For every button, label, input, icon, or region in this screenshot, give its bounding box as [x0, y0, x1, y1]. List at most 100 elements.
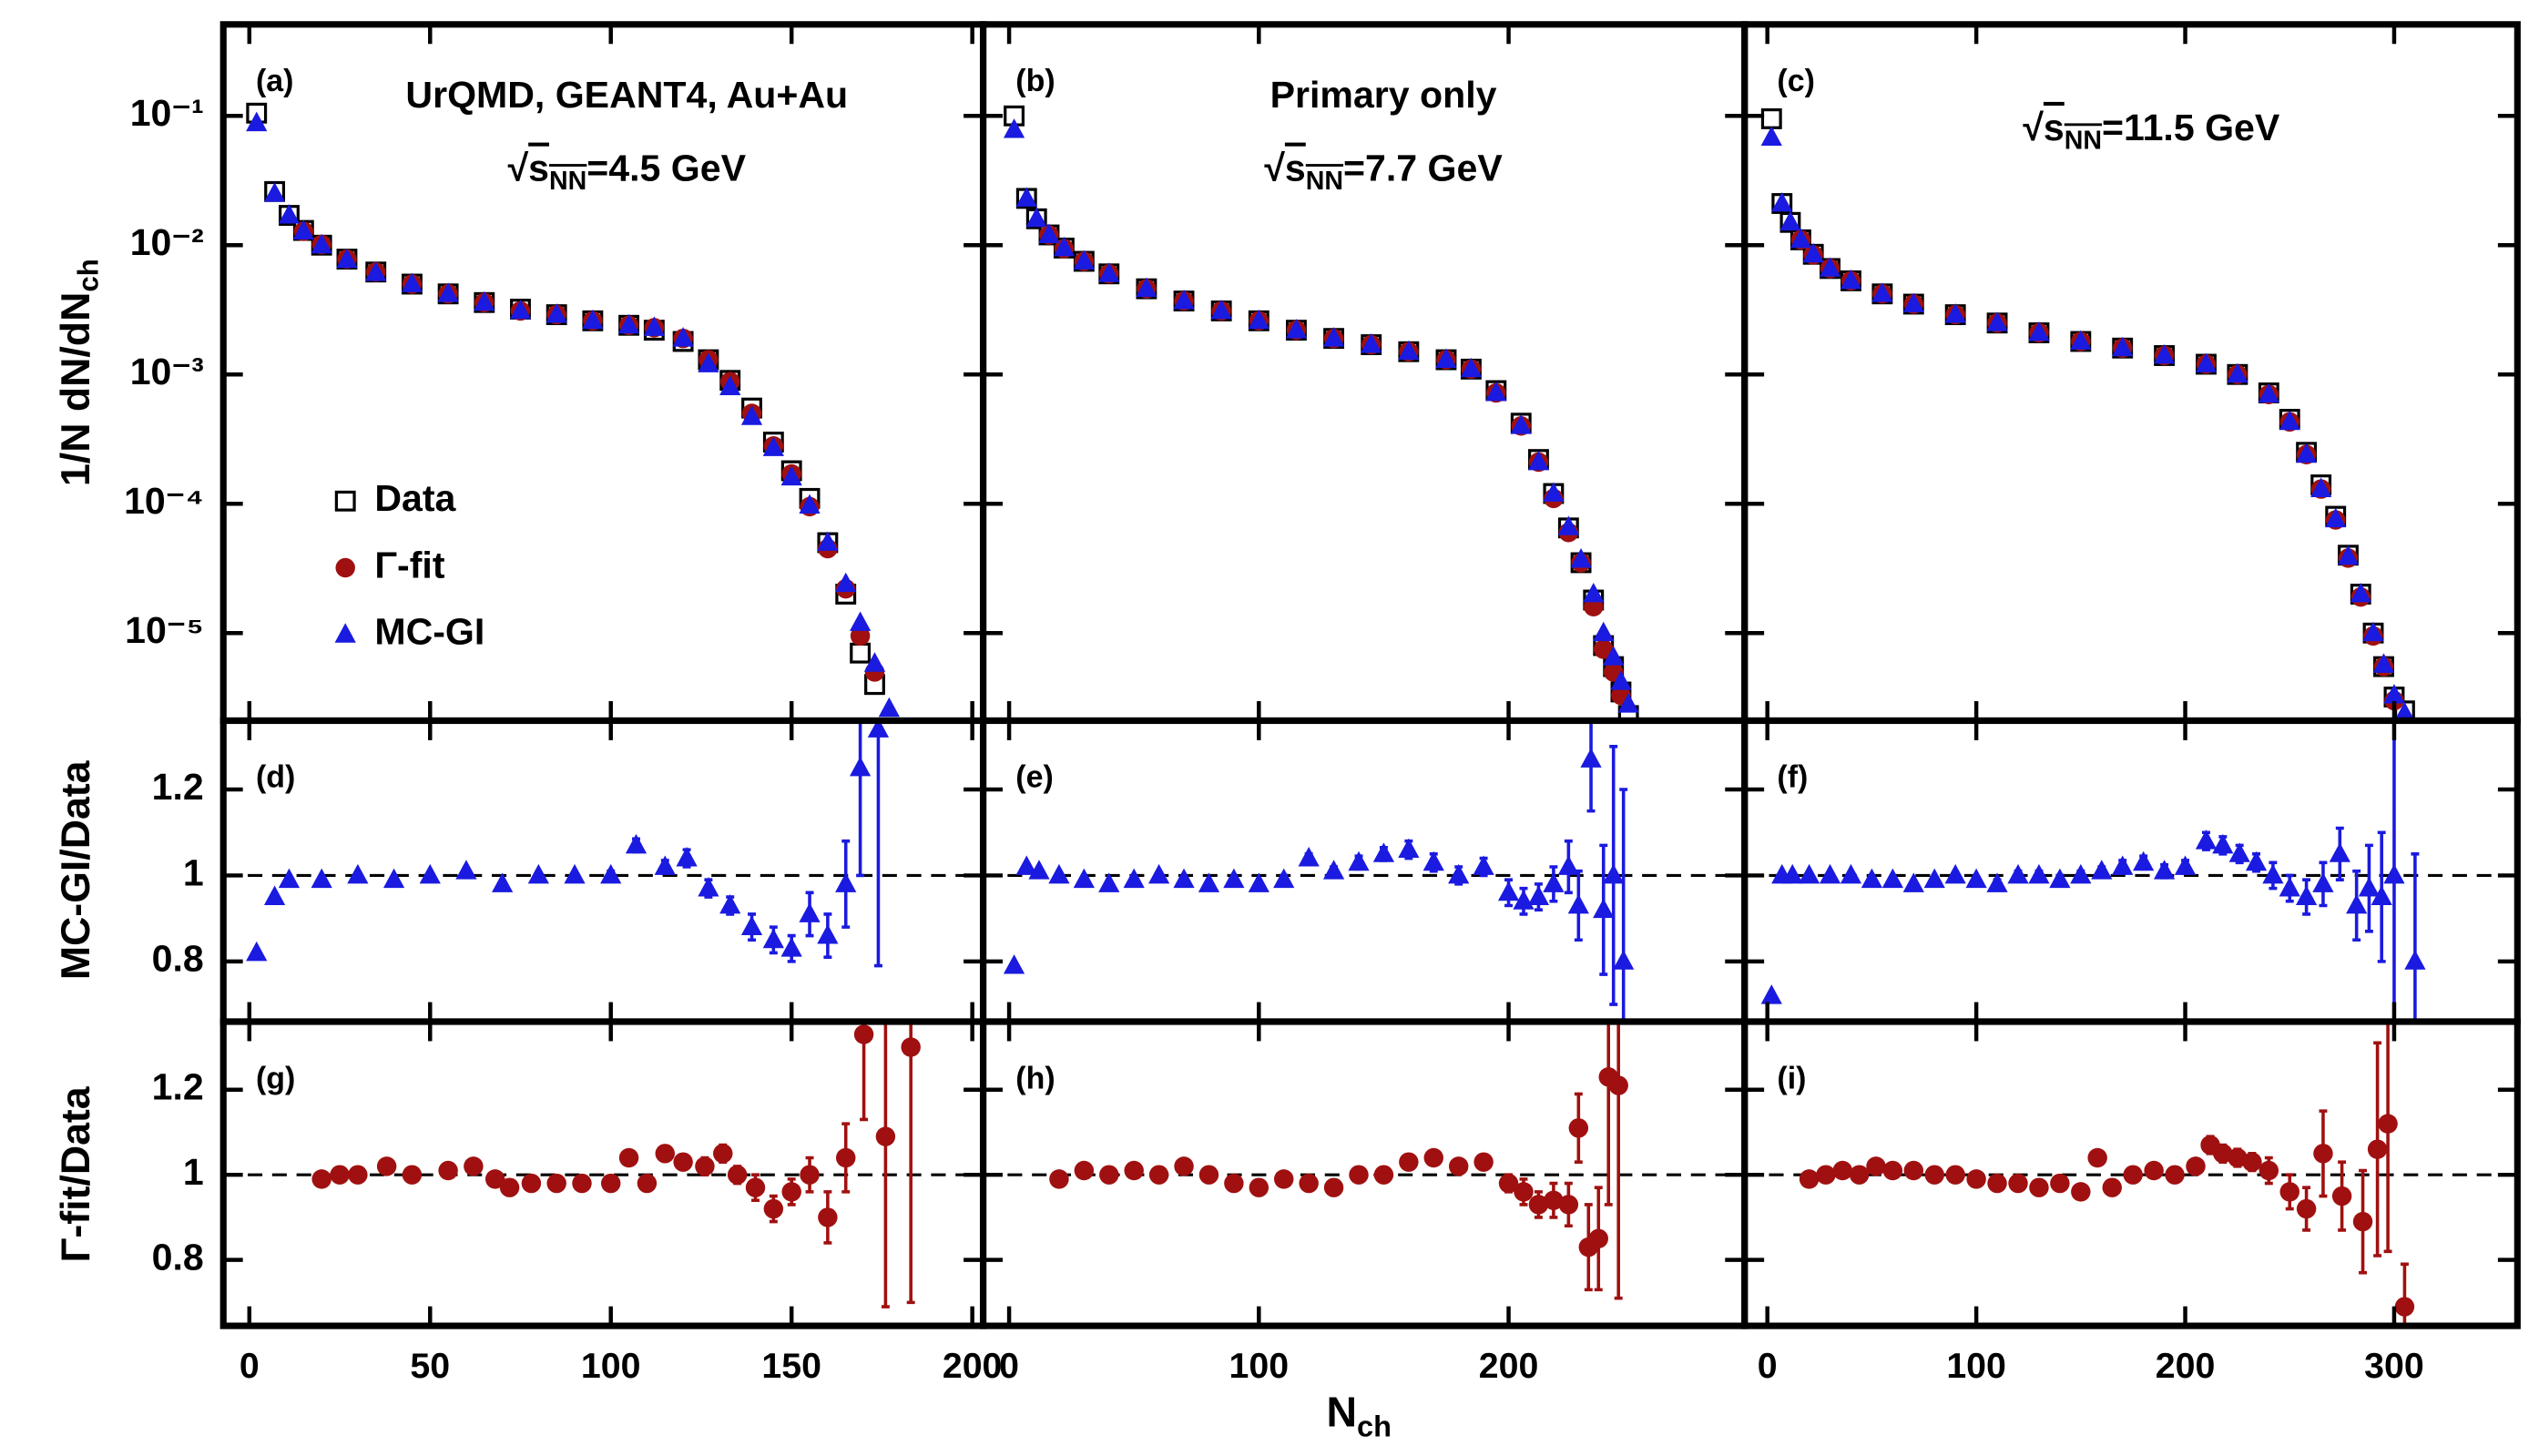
data-point [263, 885, 286, 905]
data-point [1372, 842, 1395, 862]
data-point [1224, 1173, 1244, 1194]
data-point [2213, 1144, 2233, 1164]
data-point [1543, 482, 1565, 502]
data-point [1249, 1177, 1270, 1197]
data-point [643, 316, 665, 336]
data-point [1543, 872, 1565, 892]
data-point [1840, 863, 1862, 884]
data-point [347, 863, 369, 884]
data-point [1819, 863, 1841, 884]
panel [983, 720, 1745, 1022]
data-point [278, 204, 301, 224]
data-point [509, 299, 532, 320]
data-point [437, 282, 459, 302]
data-point [1473, 1152, 1494, 1172]
data-point [1015, 187, 1037, 207]
x-tick-label: 200 [2156, 1346, 2216, 1386]
data-point [2295, 885, 2318, 905]
data-point [1608, 1075, 1628, 1095]
data-point [311, 233, 332, 254]
data-point [246, 111, 268, 132]
data-point [1610, 670, 1632, 690]
data-point [1098, 262, 1120, 282]
root-sign: √ [508, 147, 529, 188]
data-point [1497, 881, 1520, 901]
data-point [263, 182, 286, 202]
data-point [2153, 860, 2176, 880]
x-tick-label: 50 [410, 1346, 450, 1386]
data-point [1871, 282, 1893, 302]
data-point [2071, 1182, 2091, 1202]
x-tick-label: 200 [943, 1346, 1003, 1386]
data-point [521, 1173, 542, 1194]
data-point [572, 1173, 592, 1194]
data-point [780, 465, 802, 486]
data-point [818, 1207, 838, 1227]
data-point [1902, 292, 1924, 312]
data-point [836, 1147, 856, 1168]
data-point [1583, 582, 1605, 603]
label-sub: ch [1357, 1410, 1392, 1442]
data-point [365, 261, 387, 281]
data-point [740, 405, 763, 425]
annotation: UrQMD, GEANT4, Au+Au [405, 74, 848, 116]
energy-rest: =7.7 GeV [1343, 147, 1503, 188]
label-text: Γ-fit/Data [54, 1085, 98, 1262]
data-point [330, 1165, 350, 1185]
data-point [419, 863, 441, 884]
data-point [1588, 1228, 1608, 1249]
data-point [1398, 838, 1420, 859]
data-point [1148, 863, 1170, 884]
data-point [2228, 1147, 2248, 1168]
data-point [1924, 1165, 1944, 1185]
data-point [1361, 333, 1382, 353]
data-point [745, 1177, 766, 1197]
data-point [246, 941, 268, 962]
data-point [2372, 653, 2395, 673]
data-point [2394, 701, 2415, 721]
data-point [348, 1165, 368, 1185]
data-point [1448, 1156, 1469, 1176]
data-point [2331, 1186, 2352, 1207]
axis-label: MC-GI/Data [54, 759, 98, 980]
data-point [780, 937, 802, 957]
data-point [1790, 228, 1812, 249]
data-point [499, 1177, 520, 1197]
energy-sub: NN [1306, 167, 1343, 196]
panel [1760, 107, 2415, 721]
data-point [1073, 249, 1095, 270]
data-point [2350, 582, 2371, 603]
data-point [1124, 1160, 1144, 1181]
data-point [2133, 850, 2155, 871]
data-point [1986, 872, 2008, 892]
x-tick-label: 300 [2364, 1346, 2424, 1386]
data-point [464, 1156, 484, 1176]
panel [1003, 105, 1639, 721]
data-point [1299, 1173, 1319, 1194]
panel-label: (c) [1777, 64, 1814, 98]
x-tick-label: 100 [1229, 1346, 1290, 1386]
data-point [1198, 872, 1220, 892]
data-point [1148, 1165, 1169, 1185]
label-sub: ch [73, 259, 105, 291]
data-point [2325, 507, 2347, 528]
panel [246, 102, 900, 718]
panel-label: (e) [1015, 760, 1053, 795]
data-point [278, 868, 301, 889]
data-point [1298, 847, 1320, 867]
data-point [1448, 863, 1470, 884]
data-point [382, 868, 405, 889]
data-point [2228, 842, 2250, 862]
label-text: MC-GI/Data [54, 759, 98, 980]
data-point [1779, 210, 1801, 231]
data-point [835, 572, 857, 593]
data-point [1557, 855, 1579, 875]
data-point [1510, 414, 1532, 434]
data-point [2153, 343, 2176, 364]
data-point [335, 557, 355, 578]
root-sign: √ [2023, 107, 2044, 148]
data-point [1802, 242, 1824, 263]
data-point [1074, 1160, 1095, 1181]
data-point [2367, 1139, 2388, 1159]
data-point [2123, 1165, 2143, 1185]
